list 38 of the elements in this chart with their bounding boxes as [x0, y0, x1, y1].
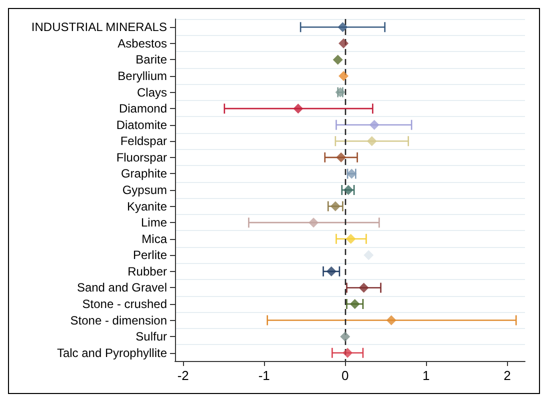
x-tick-label: 0: [342, 368, 349, 383]
x-tick-label: -2: [177, 368, 189, 383]
y-tick-label: Stone - dimension: [70, 313, 167, 328]
y-tick-label: Barite: [136, 52, 168, 67]
point: [308, 218, 319, 228]
y-tick-label: Asbestos: [118, 36, 167, 50]
x-tick-label: 2: [504, 368, 511, 383]
point: [340, 332, 350, 342]
y-tick-label: Diamond: [118, 102, 167, 116]
y-tick-label: Graphite: [120, 166, 168, 181]
y-tick-label: Gypsum: [122, 183, 167, 197]
point: [338, 38, 349, 48]
y-tick-label: Sulfur: [136, 330, 167, 344]
point: [338, 22, 348, 32]
y-tick-label: Feldspar: [120, 134, 168, 148]
y-tick-label: Stone - crushed: [82, 297, 167, 311]
y-tick-label: Fluorspar: [116, 150, 167, 164]
point: [338, 71, 349, 81]
y-tick-label: Rubber: [128, 264, 167, 278]
point: [332, 54, 343, 65]
y-tick-label: Beryllium: [118, 69, 167, 83]
y-tick-label: Diatomite: [116, 118, 168, 132]
y-tick-label: Lime: [140, 216, 168, 230]
x-tick-label: -1: [258, 368, 270, 383]
x-tick-label: 1: [422, 368, 430, 383]
y-tick-label: Perlite: [132, 248, 168, 262]
point: [366, 136, 377, 146]
y-tick-label: Sand and Gravel: [76, 280, 167, 295]
point: [369, 120, 380, 130]
y-tick-label: Mica: [142, 232, 168, 246]
y-tick-label: Talc and Pyrophyllite: [56, 346, 168, 360]
y-tick-label: INDUSTRIAL MINERALS: [31, 20, 167, 34]
point: [386, 315, 396, 326]
y-tick-label: Clays: [136, 85, 167, 100]
y-tick-label: Kyanite: [126, 199, 168, 214]
point: [364, 250, 374, 260]
point: [358, 282, 369, 293]
point: [293, 104, 304, 114]
